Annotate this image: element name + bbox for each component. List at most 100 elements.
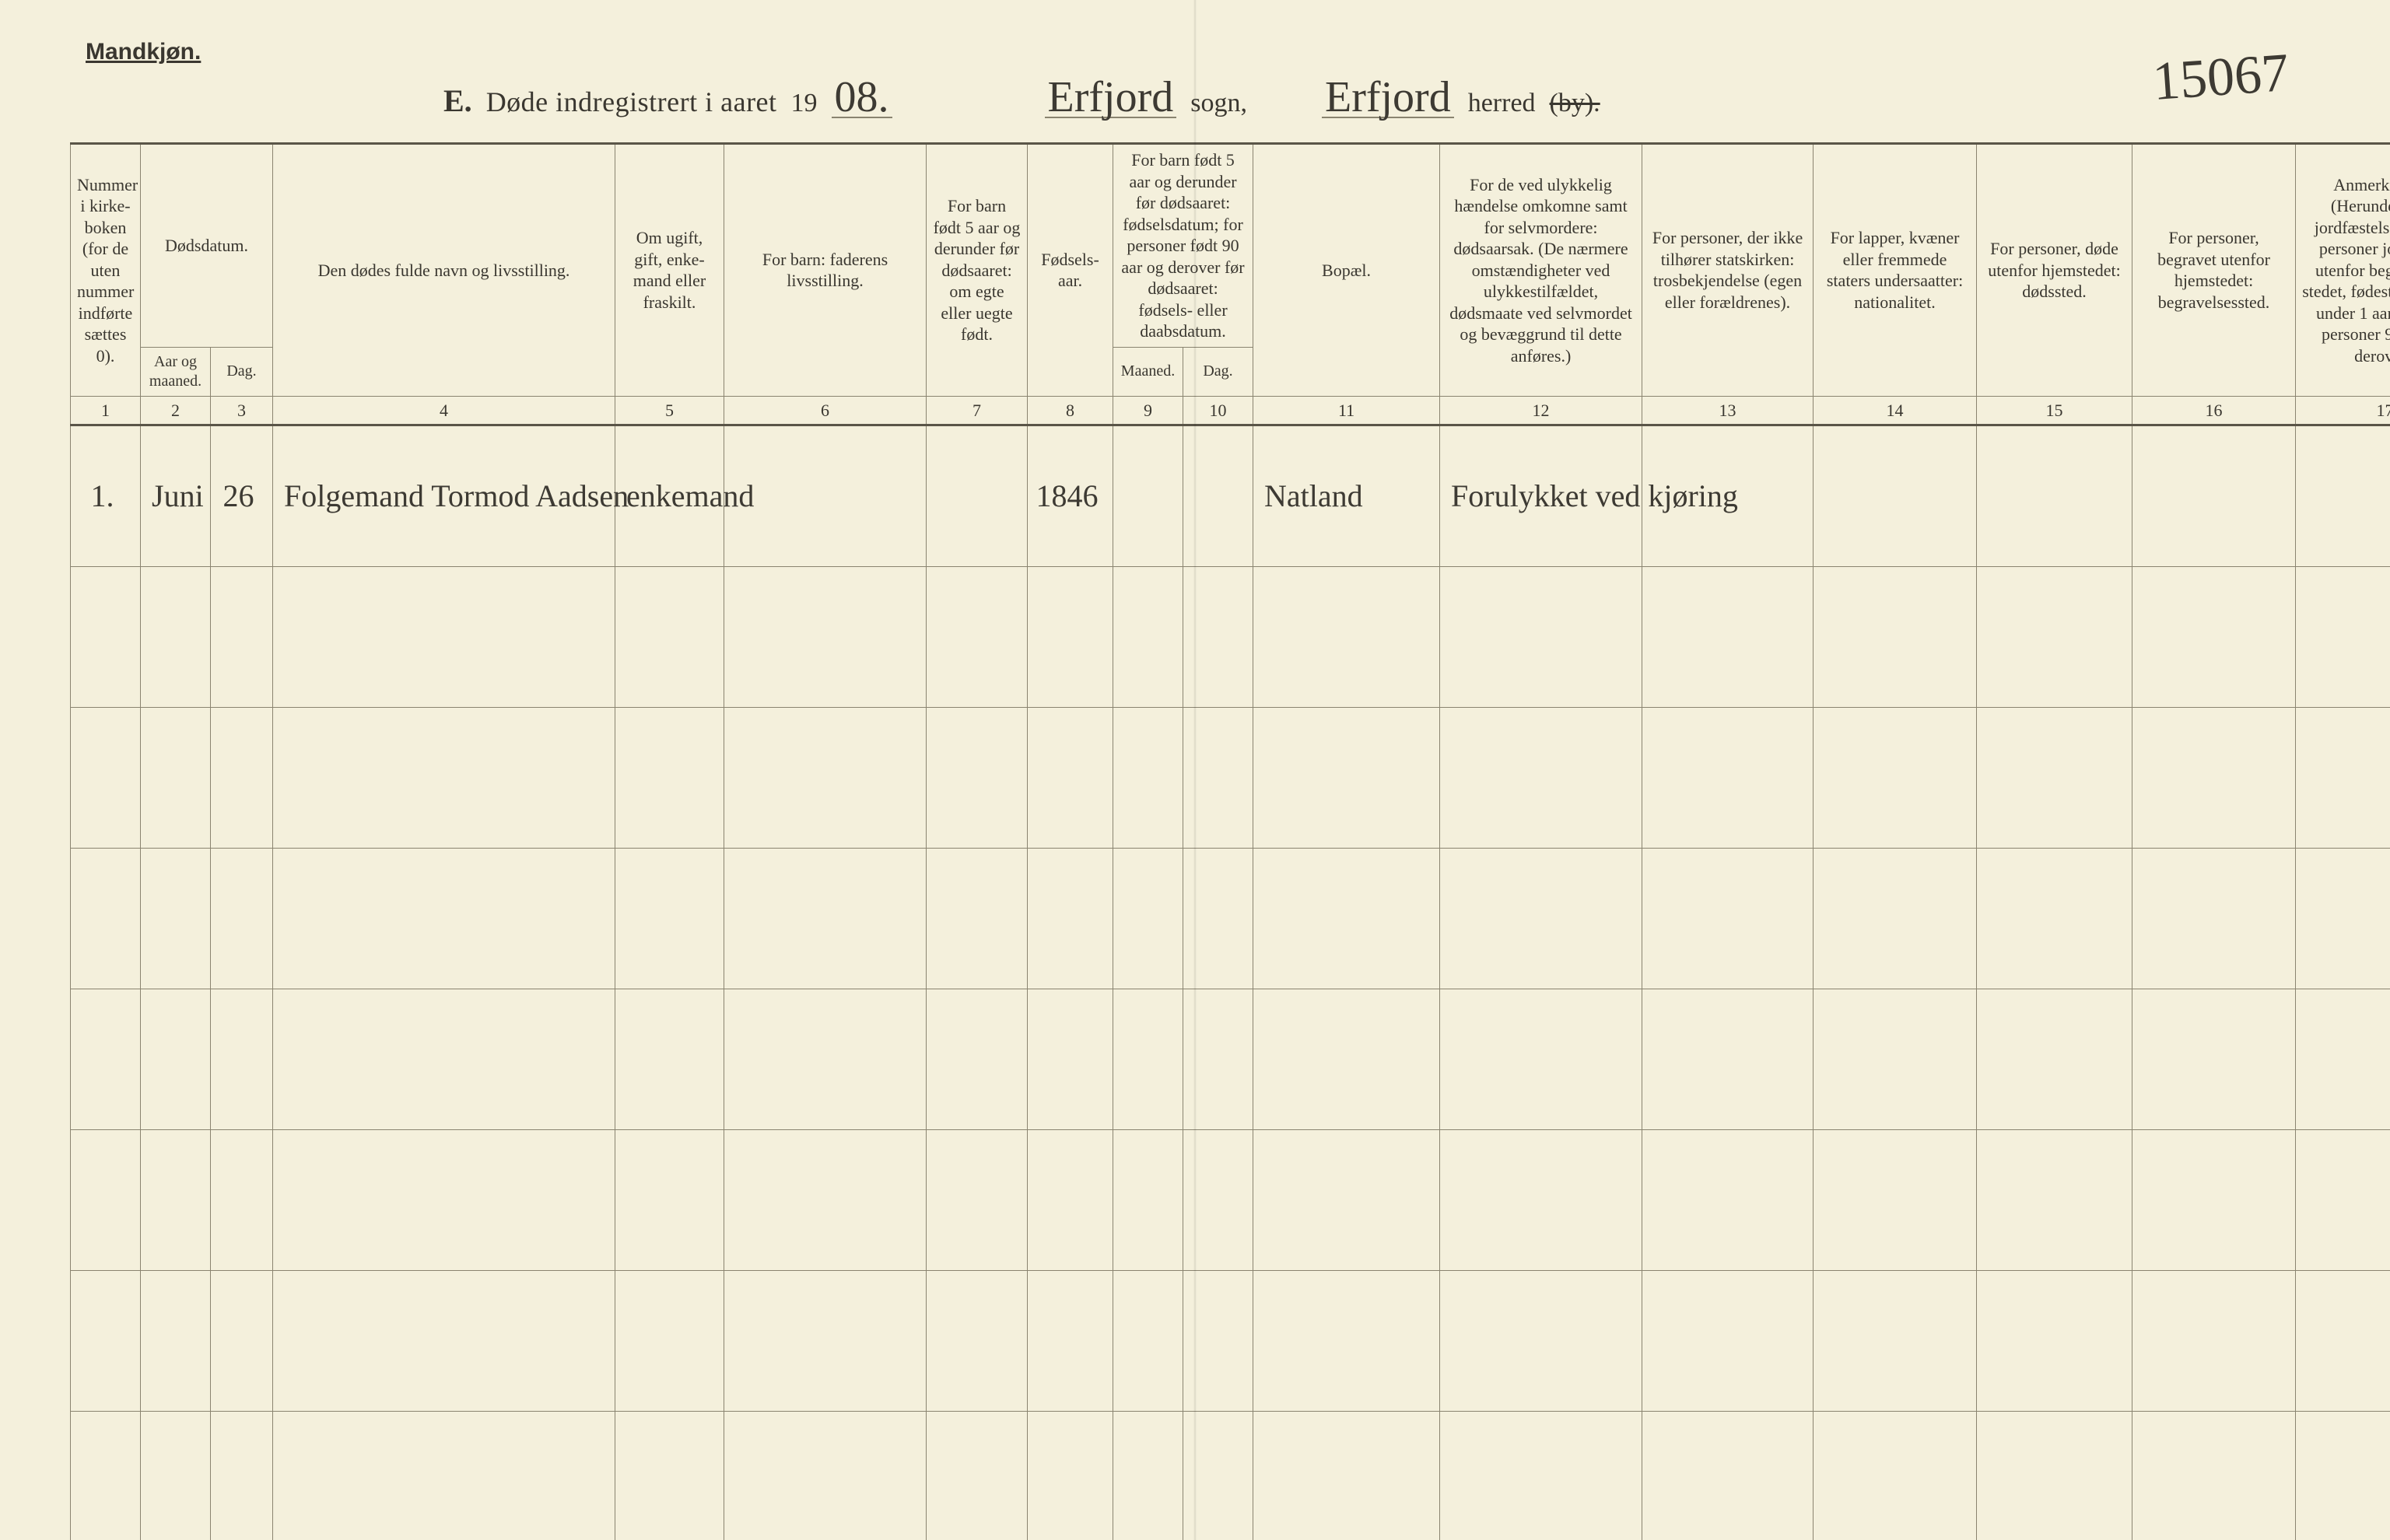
struck-word: (by). (1550, 89, 1600, 118)
cell (71, 849, 141, 989)
cell (1977, 1271, 2132, 1412)
cell (141, 1130, 211, 1271)
cell (1183, 1412, 1253, 1540)
cell: 26 (211, 425, 273, 567)
cell (927, 708, 1028, 849)
cell (2132, 989, 2296, 1130)
cell (273, 1412, 615, 1540)
cell: Natland (1253, 425, 1440, 567)
cell (1642, 849, 1814, 989)
page-number-handwritten: 15067 (2150, 42, 2290, 114)
table-row (71, 989, 2390, 1130)
table-row (71, 849, 2390, 989)
colnum: 14 (1814, 396, 1977, 425)
cell (1642, 567, 1814, 708)
cell (141, 849, 211, 989)
cell: Forulykket ved kjøring (1440, 425, 1642, 567)
year-suffix-handwritten: 08. (832, 78, 892, 118)
cell (615, 1412, 724, 1540)
cell (141, 1412, 211, 1540)
cell (71, 1130, 141, 1271)
cell (1028, 849, 1113, 989)
colnum: 12 (1440, 396, 1642, 425)
cell: enke­mand (615, 425, 724, 567)
cell (1028, 1412, 1113, 1540)
cell (1642, 708, 1814, 849)
colnum: 8 (1028, 396, 1113, 425)
col-header-15: For personer, døde utenfor hjemstedet: d… (1977, 144, 2132, 397)
cell (615, 1271, 724, 1412)
cell (1977, 1130, 2132, 1271)
colnum: 13 (1642, 396, 1814, 425)
cell (1253, 1130, 1440, 1271)
colnum: 7 (927, 396, 1028, 425)
cell (211, 1130, 273, 1271)
cell (1642, 989, 1814, 1130)
cell (927, 989, 1028, 1130)
cell (211, 849, 273, 989)
cell (71, 1412, 141, 1540)
cell (615, 989, 724, 1130)
table-row: 1. Juni 26 Folgemand Tormod Aadsen enke­… (71, 425, 2390, 567)
cell (1183, 708, 1253, 849)
cell (1814, 1412, 1977, 1540)
sogn-handwritten: Erfjord (1045, 78, 1177, 118)
cell (211, 1412, 273, 1540)
cell (2296, 1412, 2390, 1540)
cell (2296, 425, 2390, 567)
cell (927, 567, 1028, 708)
col-header-5: Om ugift, gift, enke­mand eller fraskilt… (615, 144, 724, 397)
colnum: 2 (141, 396, 211, 425)
col-header-12: For de ved ulykkelig hændelse omkomne sa… (1440, 144, 1642, 397)
cell (1113, 708, 1183, 849)
col-header-3: Dag. (211, 347, 273, 396)
cell (273, 849, 615, 989)
cell (1977, 989, 2132, 1130)
cell (1440, 567, 1642, 708)
cell (1253, 1271, 1440, 1412)
cell (927, 1271, 1028, 1412)
col-header-2-group: Dødsdatum. (141, 144, 273, 348)
table-row (71, 567, 2390, 708)
cell (2132, 849, 2296, 989)
cell (273, 708, 615, 849)
cell (1440, 849, 1642, 989)
cell (141, 1271, 211, 1412)
col-header-6: For barn: faderens livsstilling. (724, 144, 927, 397)
cell (1113, 989, 1183, 1130)
col-header-4: Den dødes fulde navn og livsstilling. (273, 144, 615, 397)
cell (1440, 989, 1642, 1130)
cell (1642, 1412, 1814, 1540)
colnum: 4 (273, 396, 615, 425)
cell (273, 567, 615, 708)
cell: Folgemand Tormod Aadsen (273, 425, 615, 567)
year-prefix: 19 (791, 89, 818, 118)
section-letter: E. (443, 82, 472, 119)
cell (724, 567, 927, 708)
cell (1113, 1130, 1183, 1271)
cell (1253, 567, 1440, 708)
colnum: 5 (615, 396, 724, 425)
cell: 1846 (1028, 425, 1113, 567)
colnum: 3 (211, 396, 273, 425)
cell (724, 425, 927, 567)
cell (71, 1271, 141, 1412)
sogn-label: sogn, (1190, 89, 1247, 118)
cell (141, 567, 211, 708)
cell (1113, 1271, 1183, 1412)
cell (71, 567, 141, 708)
cell (724, 708, 927, 849)
table-row (71, 1271, 2390, 1412)
cell (211, 1271, 273, 1412)
cell (273, 1130, 615, 1271)
cell (1253, 989, 1440, 1130)
cell (273, 989, 615, 1130)
cell (1814, 567, 1977, 708)
cell: Juni (141, 425, 211, 567)
cell (1642, 1130, 1814, 1271)
cell (211, 708, 273, 849)
cell (141, 989, 211, 1130)
cell (927, 849, 1028, 989)
colnum: 10 (1183, 396, 1253, 425)
cell (1113, 1412, 1183, 1540)
